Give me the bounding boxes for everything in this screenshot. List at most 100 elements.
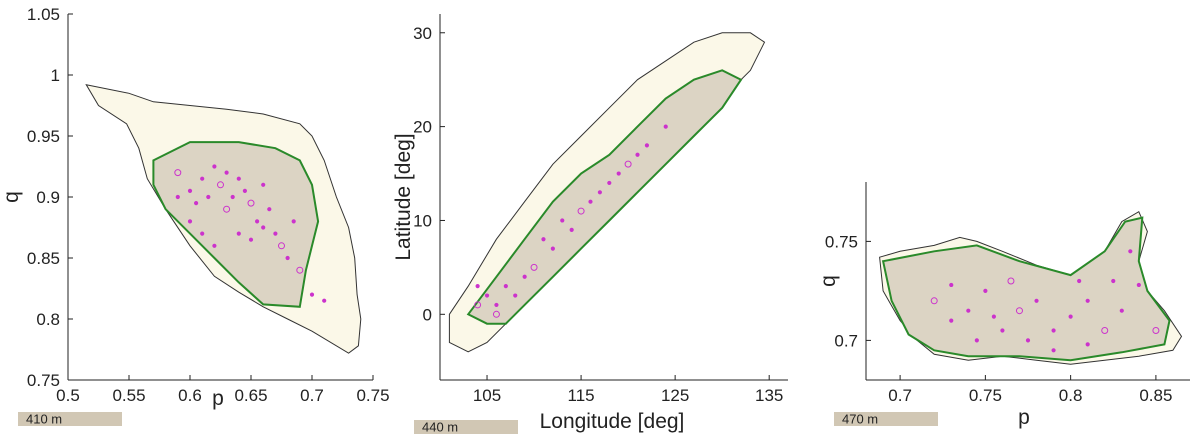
data-point bbox=[475, 284, 480, 289]
x-tick-label: 0.8 bbox=[1059, 386, 1083, 405]
data-point bbox=[200, 231, 205, 236]
data-point bbox=[200, 176, 205, 181]
data-point bbox=[223, 205, 231, 213]
x-tick-label: 135 bbox=[755, 386, 783, 405]
data-point bbox=[991, 314, 996, 319]
data-point bbox=[522, 274, 527, 279]
data-point bbox=[577, 207, 585, 215]
data-point bbox=[1007, 277, 1015, 285]
data-point bbox=[966, 308, 971, 313]
y-axis-label: q bbox=[0, 191, 23, 203]
x-tick-label: 0.75 bbox=[356, 386, 389, 405]
scale-bar-label: 440 m bbox=[422, 420, 458, 435]
data-point bbox=[949, 318, 954, 323]
data-point bbox=[949, 282, 954, 288]
data-point bbox=[513, 293, 518, 298]
data-point bbox=[187, 219, 193, 224]
data-point bbox=[278, 242, 285, 250]
scale-bar bbox=[414, 420, 518, 434]
y-tick-label: 0.8 bbox=[36, 310, 60, 329]
y-axis-label: q bbox=[817, 275, 840, 287]
data-point bbox=[1025, 338, 1031, 343]
data-point bbox=[285, 255, 290, 261]
data-point bbox=[663, 124, 668, 129]
data-point bbox=[236, 231, 241, 236]
y-tick-label: 0 bbox=[423, 305, 432, 324]
scale-bar bbox=[18, 412, 122, 426]
data-point bbox=[541, 237, 546, 242]
data-point bbox=[492, 310, 500, 318]
data-point bbox=[1000, 328, 1005, 333]
scale-bar-label: 410 m bbox=[26, 412, 62, 427]
inner-region bbox=[152, 141, 320, 308]
inner-region bbox=[881, 216, 1171, 362]
data-point bbox=[503, 284, 508, 289]
scale-bar-label: 470 m bbox=[842, 412, 878, 427]
data-point bbox=[291, 219, 296, 224]
data-point bbox=[1077, 278, 1082, 284]
y-axis-label: Latitude [deg] bbox=[392, 133, 415, 260]
data-point bbox=[494, 302, 499, 308]
data-point bbox=[212, 243, 217, 248]
data-point bbox=[187, 188, 193, 193]
data-point bbox=[248, 237, 254, 242]
x-tick-label: 0.5 bbox=[56, 386, 80, 405]
data-point bbox=[224, 170, 229, 175]
x-tick-label: 105 bbox=[473, 386, 501, 405]
data-point bbox=[255, 219, 260, 224]
y-tick-label: 0.95 bbox=[27, 127, 60, 146]
data-point bbox=[296, 266, 304, 274]
data-point bbox=[230, 194, 235, 200]
data-point bbox=[322, 298, 327, 303]
y-tick-label: 0.75 bbox=[27, 371, 60, 390]
data-point bbox=[474, 301, 482, 309]
data-point bbox=[530, 263, 538, 271]
data-point bbox=[616, 171, 621, 176]
data-point bbox=[983, 288, 988, 293]
data-point bbox=[309, 292, 315, 297]
x-axis-label: p bbox=[212, 387, 224, 410]
data-point bbox=[1136, 282, 1141, 288]
x-tick-label: 0.55 bbox=[112, 386, 145, 405]
data-point bbox=[1085, 342, 1090, 347]
y-tick-label: 10 bbox=[413, 211, 432, 230]
data-point bbox=[174, 169, 182, 177]
data-point bbox=[247, 199, 255, 207]
y-tick-label: 0.85 bbox=[27, 249, 60, 268]
data-point bbox=[1068, 314, 1073, 319]
data-point bbox=[635, 152, 640, 157]
y-tick-label: 0.9 bbox=[36, 188, 60, 207]
data-point bbox=[1015, 307, 1023, 315]
x-tick-label: 115 bbox=[568, 386, 595, 405]
y-tick-label: 0.7 bbox=[834, 331, 858, 350]
y-tick-label: 0.75 bbox=[825, 232, 858, 251]
data-point bbox=[569, 227, 574, 232]
data-point bbox=[560, 218, 565, 223]
data-point bbox=[261, 182, 266, 187]
data-point bbox=[273, 231, 278, 236]
data-point bbox=[597, 190, 602, 195]
x-tick-label: 0.7 bbox=[300, 386, 324, 405]
chart-2: 105 115 125 135 0 10 20 30 Longitude [deg] Latitu… bbox=[392, 14, 788, 435]
x-axis-label: p bbox=[1018, 406, 1030, 429]
x-tick-label: 0.85 bbox=[1139, 386, 1172, 405]
chart-1: 0.5 0.55 0.6 0.65 0.7 0.75 0.75 0.8 0.85 0.9 0.95 1… bbox=[0, 5, 390, 427]
data-point bbox=[1111, 278, 1116, 284]
data-point bbox=[930, 297, 938, 305]
x-tick-label: 0.65 bbox=[234, 386, 267, 405]
data-point bbox=[588, 199, 593, 204]
scale-bar bbox=[834, 412, 938, 426]
data-point bbox=[624, 160, 632, 168]
x-tick-label: 125 bbox=[661, 386, 689, 405]
data-point bbox=[644, 143, 650, 148]
data-point bbox=[1152, 327, 1160, 334]
data-point bbox=[194, 201, 199, 206]
x-axis-label: Longitude [deg] bbox=[540, 410, 685, 433]
x-tick-label: 0.7 bbox=[888, 386, 912, 405]
data-point bbox=[175, 194, 180, 200]
data-point bbox=[1119, 308, 1124, 313]
data-point bbox=[236, 176, 241, 181]
y-tick-label: 1.05 bbox=[27, 5, 60, 24]
x-tick-label: 0.75 bbox=[969, 386, 1002, 405]
